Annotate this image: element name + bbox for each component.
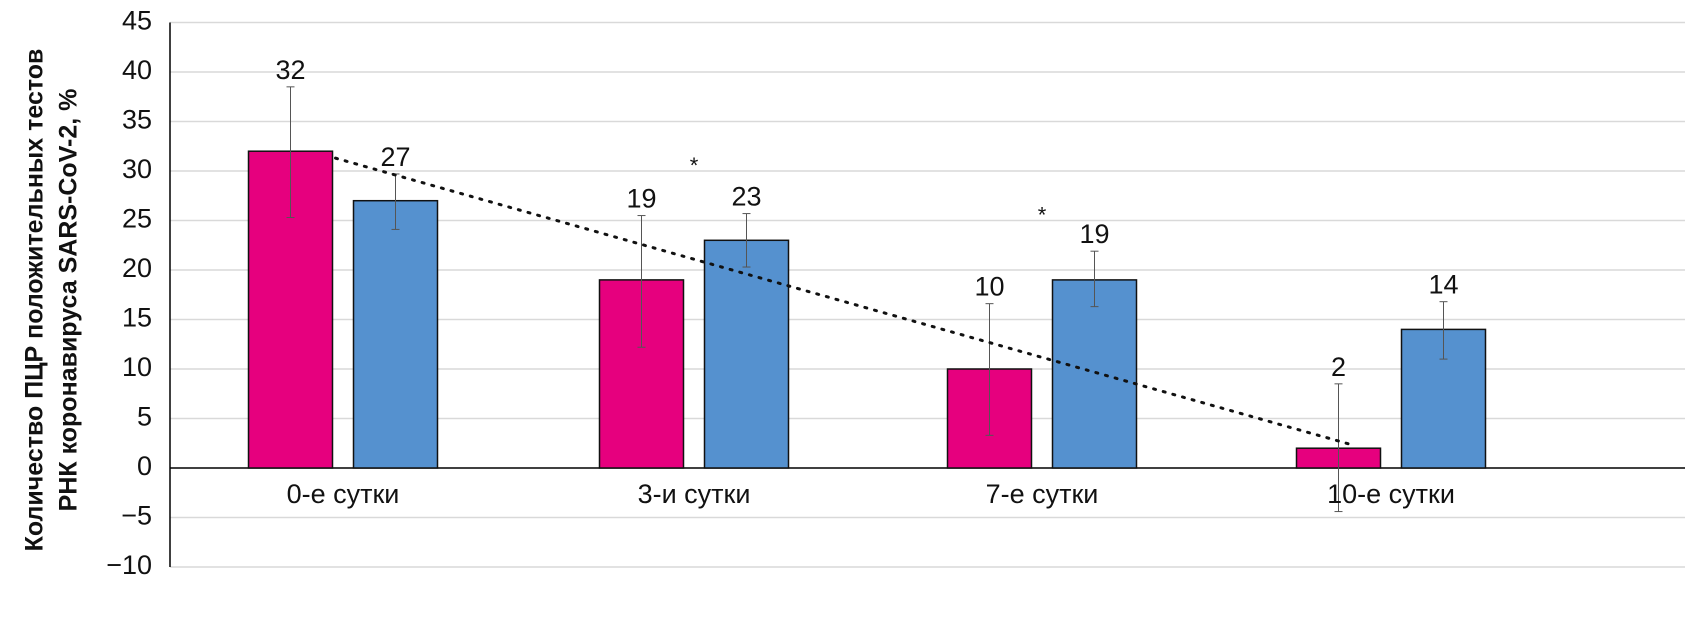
bar xyxy=(352,199,439,469)
y-tick-label: 35 xyxy=(122,105,152,135)
trendline xyxy=(334,156,1355,447)
significance-marker: * xyxy=(1038,203,1047,228)
y-tick-label: 0 xyxy=(137,451,152,481)
y-tick-labels: 45 40 35 30 25 20 15 10 5 0 −5 −10 xyxy=(106,6,152,581)
data-label: 2 xyxy=(1331,352,1346,382)
data-labels: 32 19 10 2 27 23 19 14 xyxy=(275,55,1458,382)
y-tick-label: 5 xyxy=(137,402,152,432)
y-tick-label: 45 xyxy=(122,6,152,36)
data-label: 19 xyxy=(626,184,656,214)
data-label: 14 xyxy=(1428,270,1458,300)
bar xyxy=(703,239,790,469)
data-label: 27 xyxy=(380,142,410,172)
category-labels: 0-е сутки 3-и сутки 7-е сутки 10-е сутки xyxy=(287,479,1455,509)
bars xyxy=(247,150,1487,469)
y-tick-label: 30 xyxy=(122,154,152,184)
y-axis-title-line: РНК коронавируса SARS-CoV-2, % xyxy=(55,89,83,512)
error-bars xyxy=(286,86,1448,513)
data-label: 23 xyxy=(731,182,761,212)
y-tick-label: 25 xyxy=(122,204,152,234)
y-tick-label: 10 xyxy=(122,352,152,382)
y-tick-label: 20 xyxy=(122,253,152,283)
data-label: 10 xyxy=(974,272,1004,302)
y-axis-title: Количество ПЦР положительных тестов РНК к… xyxy=(21,49,83,552)
data-label: 19 xyxy=(1079,219,1109,249)
y-tick-label: −5 xyxy=(121,501,152,531)
category-label: 0-е сутки xyxy=(287,479,400,509)
y-tick-label: −10 xyxy=(106,550,152,580)
y-tick-label: 40 xyxy=(122,55,152,85)
bar xyxy=(1051,279,1138,469)
annotations: ** xyxy=(690,153,1047,228)
category-label: 7-е сутки xyxy=(986,479,1099,509)
category-label: 3-и сутки xyxy=(638,479,751,509)
trendline xyxy=(334,156,1355,447)
data-label: 32 xyxy=(275,55,305,85)
y-axis-title-line: Количество ПЦР положительных тестов xyxy=(21,49,49,552)
y-tick-label: 15 xyxy=(122,303,152,333)
significance-marker: * xyxy=(690,153,699,178)
category-label: 10-е сутки xyxy=(1327,479,1455,509)
